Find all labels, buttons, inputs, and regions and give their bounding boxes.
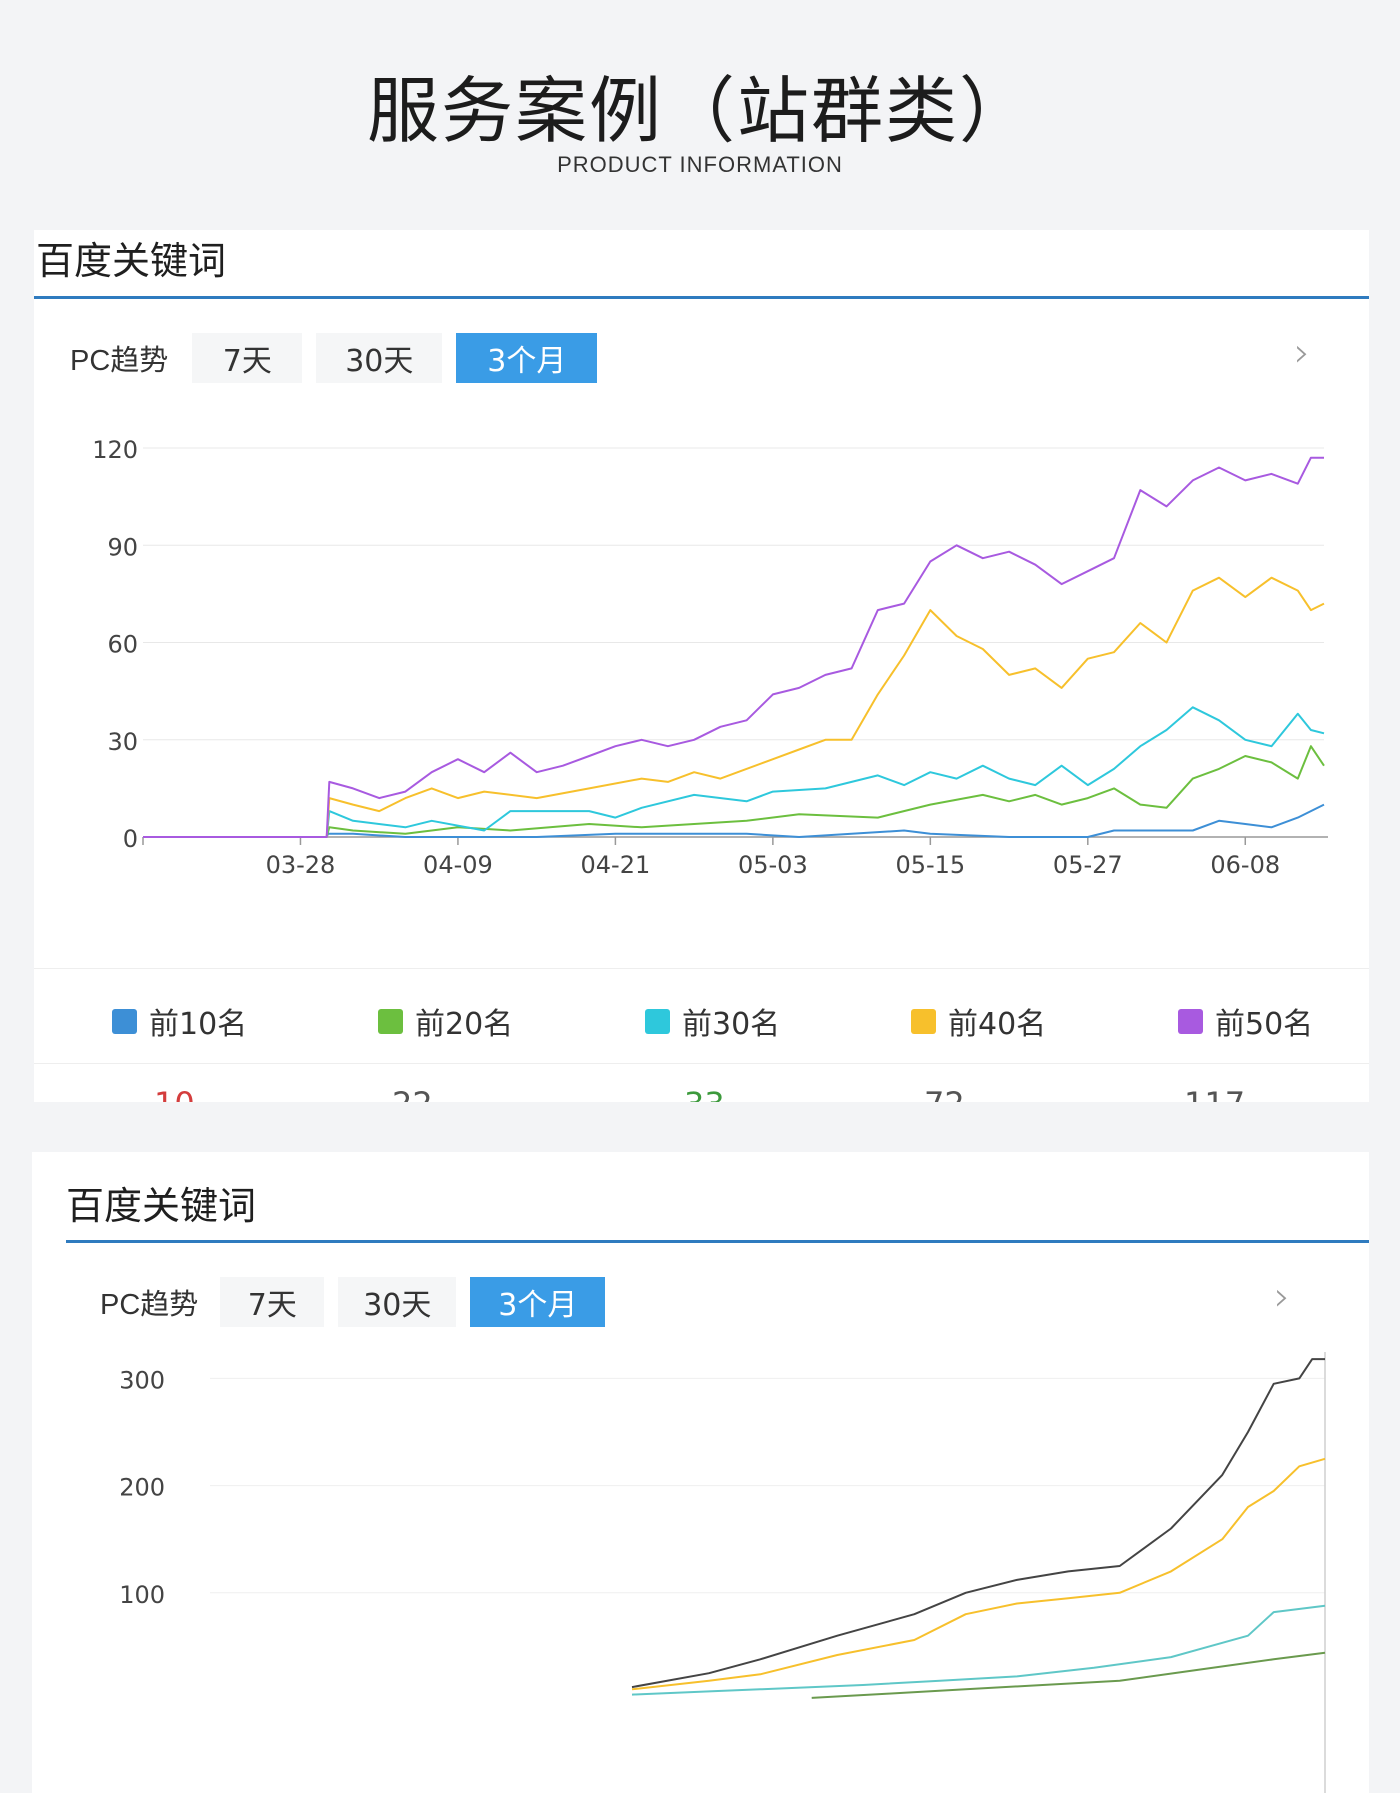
period-tabs: PC趋势 7天 30天 3个月 — [70, 333, 598, 383]
x-tick-label: 05-15 — [895, 851, 965, 879]
count-top50: 117 — [1184, 1085, 1245, 1102]
legend-label: 前30名 — [682, 1007, 781, 1042]
legend-label: 前20名 — [415, 1007, 514, 1042]
count-top30: 33 — [684, 1085, 725, 1102]
series-line — [143, 706, 1325, 838]
legend-swatch-cyan — [645, 1008, 670, 1034]
keyword-card-1: 百度关键词 PC趋势 7天 30天 3个月 › 0 30 60 90 120 03-28 0… — [34, 230, 1369, 1102]
page-subtitle: PRODUCT INFORMATION — [557, 152, 843, 177]
legend-swatch-blue — [112, 1008, 137, 1034]
tab-30-days[interactable]: 30天 — [316, 333, 443, 383]
pc-trend-label: PC趋势 — [100, 1289, 199, 1321]
series-line — [143, 803, 1325, 838]
legend-swatch-yellow — [911, 1008, 936, 1034]
x-tick-label: 06-08 — [1210, 851, 1280, 879]
legend-swatch-green — [378, 1008, 403, 1034]
tab-7-days[interactable]: 7天 — [192, 333, 303, 383]
y-tick-label: 30 — [107, 728, 138, 756]
chart-legend: 前10名 前20名 前30名 前40名 前50名 — [34, 968, 1369, 1064]
tab-3-months[interactable]: 3个月 — [470, 1277, 606, 1327]
pc-trend-label: PC趋势 — [70, 345, 169, 377]
legend-label: 前50名 — [1215, 1007, 1314, 1042]
series-line — [143, 745, 1325, 838]
y-tick-label: 0 — [123, 825, 138, 853]
x-tick-label: 05-27 — [1053, 851, 1123, 879]
period-tabs: PC趋势 7天 30天 3个月 — [100, 1277, 606, 1327]
series-line — [811, 1651, 1326, 1699]
legend-item-top50[interactable]: 前50名 — [1178, 999, 1313, 1043]
legend-item-top10[interactable]: 前10名 — [112, 999, 247, 1043]
y-tick-label: 300 — [119, 1366, 165, 1394]
trend-chart-2: 100200300400 — [119, 1352, 1326, 1793]
x-tick-label: 04-21 — [581, 851, 651, 879]
page-header: 服务案例（站群类） PRODUCT INFORMATION — [0, 0, 1400, 225]
x-tick-label: 05-03 — [738, 851, 808, 879]
y-tick-label: 200 — [119, 1474, 165, 1502]
series-line — [631, 1358, 1325, 1689]
count-top20: 22 — [392, 1085, 433, 1102]
count-top40: 72 — [924, 1085, 965, 1102]
page-title: 服务案例（站群类） — [366, 69, 1033, 153]
series-line — [631, 1604, 1326, 1696]
tab-3-months[interactable]: 3个月 — [456, 333, 598, 383]
card-title-rule — [34, 296, 1369, 299]
y-tick-label: 90 — [107, 533, 138, 561]
chevron-right-icon[interactable]: › — [1274, 1274, 1290, 1320]
x-tick-label: 03-28 — [266, 851, 336, 879]
x-tick-label: 04-09 — [423, 851, 493, 879]
y-tick-label: 120 — [92, 436, 138, 464]
legend-item-top30[interactable]: 前30名 — [645, 999, 780, 1043]
legend-item-top40[interactable]: 前40名 — [911, 999, 1046, 1043]
legend-label: 前10名 — [149, 1007, 248, 1042]
tab-30-days[interactable]: 30天 — [338, 1277, 457, 1327]
card-title-rule — [66, 1240, 1369, 1243]
tab-7-days[interactable]: 7天 — [220, 1277, 325, 1327]
series-line — [631, 1457, 1326, 1691]
legend-counts: 10 22 33 72 117 — [34, 1085, 1369, 1102]
y-tick-label: 60 — [107, 631, 138, 659]
series-line — [143, 576, 1325, 838]
legend-swatch-purple — [1178, 1008, 1203, 1034]
trend-chart-1: 0 30 60 90 120 03-28 04-09 04-21 05-03 05-15 05-27… — [92, 436, 1328, 879]
y-tick-label: 100 — [119, 1581, 165, 1609]
count-top10: 10 — [154, 1085, 195, 1102]
chevron-right-icon[interactable]: › — [1294, 330, 1310, 376]
legend-label: 前40名 — [948, 1007, 1047, 1042]
series-line — [143, 456, 1324, 838]
keyword-card-2: 百度关键词 PC趋势 7天 30天 3个月 › 100200300400 — [32, 1152, 1369, 1793]
card-title: 百度关键词 — [36, 239, 227, 283]
legend-item-top20[interactable]: 前20名 — [378, 999, 513, 1043]
card-title: 百度关键词 — [66, 1184, 257, 1228]
